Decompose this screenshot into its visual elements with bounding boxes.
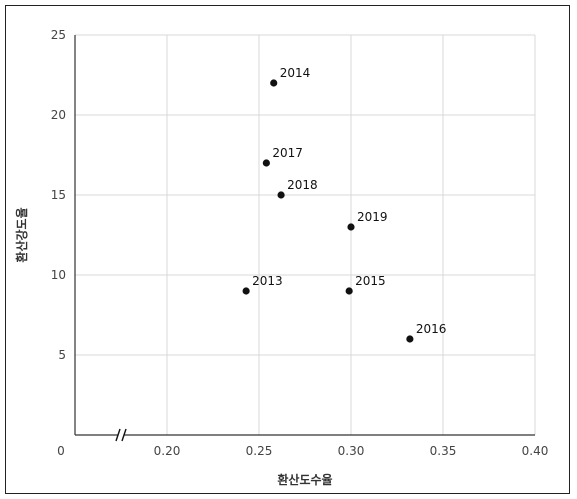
data-point-2016 [406, 335, 414, 343]
data-points: 2013 2014 2015 2016 2017 2018 2019 [242, 66, 447, 343]
y-tick-label: 25 [51, 28, 66, 42]
y-tick-label: 5 [58, 348, 66, 362]
x-tick-labels: 0.20 0.25 0.30 0.35 0.40 [154, 444, 549, 458]
x-axis-title: 환산도수율 [277, 472, 332, 487]
x-tick-label: 0.35 [430, 444, 457, 458]
y-tick-label: 20 [51, 108, 66, 122]
axis-break-mark [121, 428, 127, 442]
data-point-2019 [347, 223, 355, 231]
y-tick-label: 15 [51, 188, 66, 202]
origin-tick-label: 0 [57, 444, 65, 458]
y-tick-labels: 5 10 15 20 25 0 [51, 28, 66, 458]
x-tick-label: 0.20 [154, 444, 181, 458]
point-label-2018: 2018 [287, 178, 318, 192]
data-point-2018 [277, 191, 285, 199]
x-tick-label: 0.30 [338, 444, 365, 458]
point-label-2017: 2017 [272, 146, 303, 160]
top-strip [0, 0, 577, 5]
point-label-2016: 2016 [416, 322, 447, 336]
data-point-2013 [242, 287, 250, 295]
point-label-2019: 2019 [357, 210, 388, 224]
data-point-2015 [345, 287, 353, 295]
data-point-2014 [270, 79, 278, 87]
y-axis-title: 환산강도율 [14, 207, 29, 262]
data-point-2017 [262, 159, 270, 167]
x-tick-label: 0.25 [246, 444, 273, 458]
chart-frame [5, 5, 570, 494]
point-label-2014: 2014 [280, 66, 311, 80]
grid [75, 34, 536, 435]
axes [74, 35, 535, 443]
axis-break-gap [118, 427, 124, 443]
axis-break-mark [115, 428, 121, 442]
y-tick-label: 10 [51, 268, 66, 282]
point-label-2015: 2015 [355, 274, 386, 288]
x-tick-label: 0.40 [522, 444, 549, 458]
point-label-2013: 2013 [252, 274, 283, 288]
